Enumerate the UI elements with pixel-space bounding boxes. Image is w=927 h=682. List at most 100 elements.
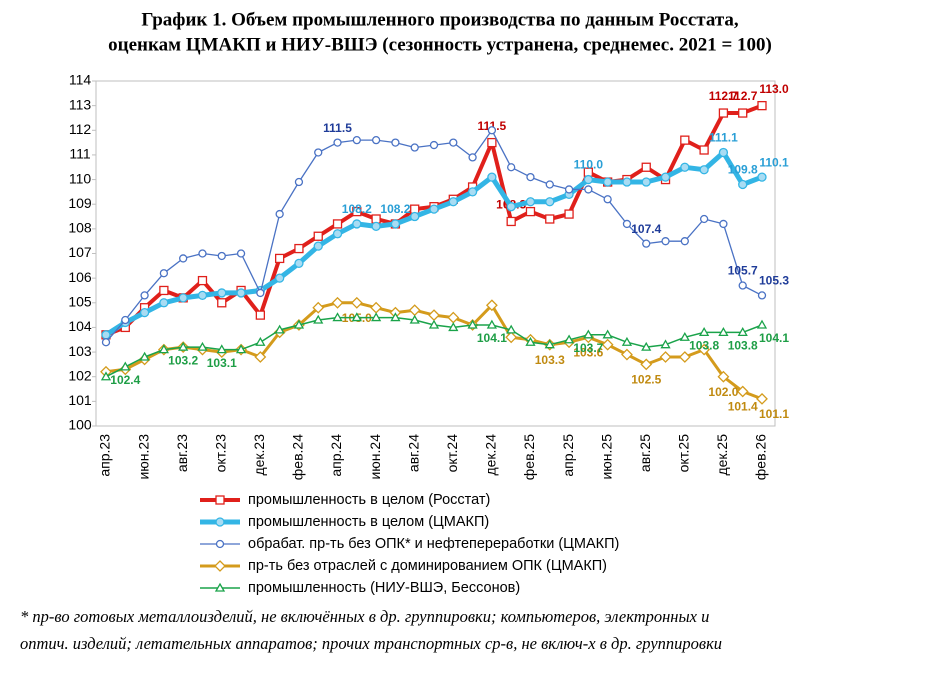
marker	[757, 100, 767, 111]
marker	[332, 312, 343, 322]
value-label: 101.4	[728, 400, 758, 414]
marker	[294, 177, 304, 187]
marker	[332, 229, 343, 239]
marker	[738, 281, 747, 290]
marker	[507, 163, 516, 172]
value-label: 111.5	[323, 121, 352, 135]
footnote: оптич. изделий; летательных аппаратов; п…	[20, 634, 722, 653]
x-tick-label: июн.24	[367, 434, 383, 480]
marker	[641, 162, 651, 172]
marker	[699, 165, 709, 175]
legend-label: пр-ть без отраслей с доминированием ОПК …	[248, 558, 607, 574]
y-tick-label: 113	[69, 96, 92, 112]
marker	[621, 336, 633, 346]
marker	[485, 299, 498, 312]
marker	[718, 147, 729, 158]
marker	[506, 324, 517, 334]
marker	[640, 358, 653, 371]
marker	[544, 339, 555, 349]
marker	[313, 241, 323, 251]
marker	[390, 219, 401, 229]
marker	[659, 351, 672, 363]
marker	[545, 214, 555, 224]
value-label: 109.8	[728, 163, 758, 177]
marker	[601, 338, 614, 351]
legend-label: промышленность в целом (Росстат)	[248, 492, 490, 508]
y-tick-label: 107	[68, 244, 92, 260]
value-label: 107.4	[631, 222, 661, 236]
marker	[642, 239, 651, 248]
marker	[505, 331, 518, 344]
marker	[757, 172, 767, 182]
marker	[678, 351, 691, 363]
y-tick-label: 101	[68, 392, 92, 408]
marker	[197, 341, 208, 351]
marker	[757, 291, 767, 300]
marker	[719, 219, 728, 229]
marker	[680, 162, 690, 172]
marker	[622, 219, 632, 229]
value-label: 103.8	[689, 339, 719, 353]
legend-label: промышленность (НИУ-ВШЭ, Бессонов)	[248, 580, 520, 596]
marker	[680, 237, 689, 246]
footnote: * пр-во готовых металлоизделий, не включ…	[20, 607, 709, 626]
value-label: 113.0	[759, 82, 789, 96]
y-tick-label: 102	[68, 367, 92, 383]
marker	[699, 145, 709, 155]
legend-label: обрабат. пр-ть без ОПК* и нефтепереработ…	[248, 536, 619, 552]
marker	[314, 148, 323, 157]
y-tick-label: 104	[68, 318, 92, 334]
marker	[564, 185, 574, 194]
x-tick-label: июн.25	[598, 434, 614, 480]
value-label: 104.1	[759, 331, 789, 345]
marker	[487, 137, 497, 148]
value-label: 112.7	[728, 89, 758, 103]
value-label: 103.2	[168, 353, 198, 367]
legend-label: промышленность в целом (ЦМАКП)	[248, 514, 489, 530]
marker	[332, 219, 343, 229]
y-tick-label: 110	[69, 170, 92, 186]
marker	[159, 269, 169, 278]
marker	[217, 251, 226, 261]
marker	[159, 298, 169, 308]
value-label: 102.4	[110, 373, 140, 387]
value-label: 108.2	[380, 202, 410, 216]
marker	[215, 539, 225, 549]
marker	[737, 327, 748, 337]
marker	[468, 153, 477, 162]
x-tick-label: окт.23	[212, 434, 228, 473]
marker	[698, 343, 711, 356]
marker	[214, 582, 226, 592]
x-tick-label: апр.24	[328, 434, 344, 477]
marker	[583, 329, 594, 339]
marker	[274, 253, 285, 264]
x-tick-label: фев.24	[290, 434, 306, 480]
x-tick-label: авг.24	[405, 434, 421, 472]
marker	[275, 209, 284, 219]
marker	[449, 138, 458, 147]
marker	[236, 288, 246, 298]
marker	[139, 351, 150, 361]
y-tick-label: 106	[68, 269, 92, 285]
marker	[447, 311, 460, 324]
value-label: 102.5	[631, 373, 661, 387]
series-line	[105, 103, 763, 337]
marker	[274, 324, 285, 334]
marker	[621, 348, 633, 361]
marker	[545, 197, 555, 207]
value-label: 104.1	[477, 331, 507, 345]
marker	[178, 341, 189, 351]
marker	[429, 140, 439, 150]
x-tick-label: дек.24	[483, 434, 499, 476]
marker	[159, 285, 169, 296]
marker	[660, 339, 671, 349]
marker	[101, 330, 111, 340]
marker	[178, 293, 188, 303]
marker	[255, 336, 266, 346]
marker	[448, 197, 458, 207]
x-tick-label: дек.25	[714, 434, 730, 476]
x-tick-label: авг.23	[174, 434, 190, 472]
marker	[198, 249, 207, 258]
x-tick-label: апр.25	[560, 434, 576, 477]
